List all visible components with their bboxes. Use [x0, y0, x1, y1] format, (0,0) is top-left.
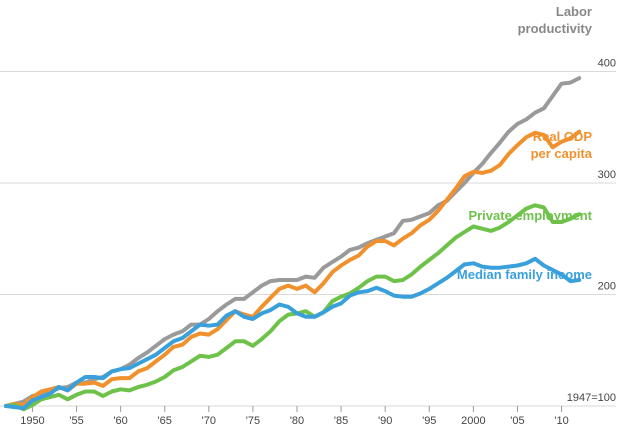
gridlines	[0, 70, 616, 407]
x-tick-label-1975: '75	[246, 415, 260, 427]
x-tick-label-2010: '10	[554, 415, 568, 427]
series-label-real-gdp-per-capita-line-1: Real GDP	[533, 129, 593, 144]
series-line-real-gdp-per-capita	[4, 129, 582, 408]
series-label-labor-productivity-line-2: productivity	[518, 21, 593, 36]
x-tick-label-2005: '05	[510, 415, 524, 427]
x-tick-label-1995: '95	[422, 415, 436, 427]
x-tick-label-1965: '65	[158, 415, 172, 427]
series-labels: Labor productivity Real GDP per capita Priva…	[457, 4, 593, 282]
series-line-labor-productivity	[4, 76, 582, 408]
series-lines	[4, 76, 582, 412]
y-tick-label-200: 200	[598, 280, 616, 292]
series-label-real-gdp-per-capita-line-2: per capita	[531, 146, 593, 161]
series-label-labor-productivity-line-1: Labor	[556, 4, 592, 19]
x-tick-label-1990: '90	[378, 415, 392, 427]
x-tick-label-1960: '60	[113, 415, 127, 427]
x-tick-label-1950: 1950	[20, 415, 44, 427]
x-tick-label-1980: '80	[290, 415, 304, 427]
x-tick-label-1985: '85	[334, 415, 348, 427]
y-tick-label-100: 1947=100	[567, 392, 616, 404]
series-label-median-family-income-line-1: Median family income	[457, 267, 592, 282]
y-axis-ticks: 1947=100 200 300 400	[567, 57, 616, 404]
y-tick-label-400: 400	[598, 57, 616, 69]
x-axis-ticks: 1950 '55 '60 '65 '70 '75 '80 '85 '90 '95 2000 '05 '1…	[20, 406, 569, 427]
x-tick-label-1955: '55	[69, 415, 83, 427]
x-tick-label-1970: '70	[202, 415, 216, 427]
y-tick-label-300: 300	[598, 169, 616, 181]
series-line-median-family-income	[4, 256, 582, 411]
series-line-private-employment	[4, 203, 582, 412]
series-label-private-employment-line-1: Private employment	[468, 208, 592, 223]
x-tick-label-2000: 2000	[461, 415, 485, 427]
